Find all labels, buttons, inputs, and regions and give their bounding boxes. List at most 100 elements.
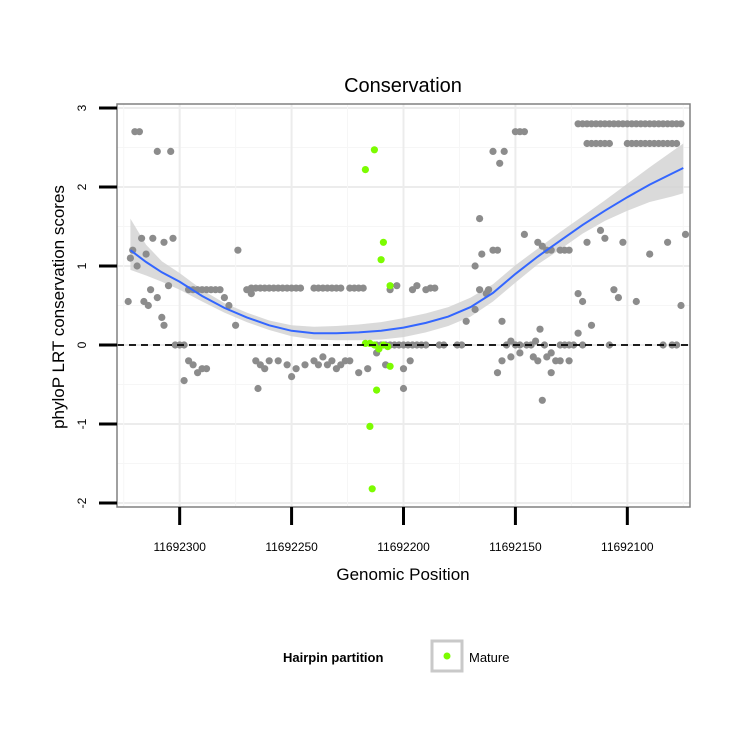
other-point: [359, 284, 367, 292]
x-tick-label: 11692200: [377, 540, 430, 554]
mature-point: [377, 256, 385, 264]
other-point: [189, 361, 197, 369]
y-tick-label: -1: [75, 418, 89, 429]
other-point: [164, 282, 173, 290]
other-point: [126, 254, 134, 262]
other-point: [498, 317, 506, 325]
other-point: [677, 120, 685, 128]
chart-title: Conservation: [344, 75, 462, 97]
confidence-band: [130, 143, 684, 341]
other-point: [547, 349, 555, 357]
other-point: [677, 301, 685, 310]
x-tick-label: 11692250: [265, 540, 318, 554]
other-point: [422, 341, 430, 349]
mature-point: [366, 422, 374, 430]
other-point: [140, 297, 148, 306]
points-layer: [124, 120, 690, 493]
other-point: [605, 139, 614, 148]
other-point: [399, 365, 408, 373]
other-point: [265, 357, 273, 365]
mature-point: [386, 362, 394, 370]
y-tick-label: 1: [75, 262, 89, 269]
other-point: [274, 357, 282, 365]
other-point: [160, 238, 168, 246]
grid: [117, 104, 690, 507]
other-point: [149, 234, 157, 242]
mature-point: [386, 282, 394, 290]
smooth-line-layer: [129, 167, 684, 335]
other-point: [673, 341, 681, 349]
x-tick-label: 11692100: [601, 540, 654, 554]
other-point: [489, 147, 497, 155]
axes-layer: -2 -1 0 1 2 3 11692300 11692250 11692200 11692150…: [75, 104, 654, 554]
other-point: [138, 234, 146, 242]
other-point: [532, 337, 540, 345]
y-tick-label: -2: [75, 497, 89, 508]
other-point: [574, 290, 582, 298]
other-point: [536, 325, 544, 333]
other-point: [364, 365, 372, 373]
other-point: [632, 297, 640, 306]
mature-point: [379, 238, 387, 246]
other-point: [288, 373, 296, 381]
confidence-band-layer: [130, 143, 684, 341]
other-point: [610, 286, 618, 294]
mature-point: [361, 166, 369, 174]
other-point: [540, 341, 549, 349]
other-point: [476, 215, 484, 223]
other-point: [579, 341, 587, 349]
other-point: [431, 284, 439, 292]
other-point: [301, 361, 309, 369]
other-point: [296, 284, 305, 292]
other-point: [565, 357, 573, 365]
legend-key-mature-point: [443, 652, 451, 660]
other-point: [471, 262, 479, 270]
other-point: [493, 246, 502, 254]
other-point: [413, 282, 421, 290]
other-point: [596, 226, 605, 234]
other-point: [142, 250, 150, 258]
other-point: [153, 294, 161, 302]
other-point: [493, 369, 502, 377]
other-point: [129, 246, 137, 254]
other-point: [292, 365, 300, 373]
other-point: [283, 361, 291, 369]
other-point: [261, 365, 269, 373]
other-point: [478, 250, 486, 258]
other-point: [337, 284, 345, 292]
other-point: [496, 159, 504, 167]
legend-title: Hairpin partition: [283, 650, 383, 665]
other-point: [225, 301, 233, 310]
other-point: [232, 321, 240, 329]
other-point: [579, 297, 587, 306]
other-point: [247, 290, 255, 298]
other-point: [355, 369, 363, 377]
other-point: [601, 234, 609, 242]
other-point: [160, 321, 168, 329]
other-point: [169, 234, 177, 242]
other-point: [220, 294, 228, 302]
other-point: [399, 384, 408, 393]
other-point: [587, 321, 596, 329]
other-point: [646, 250, 654, 258]
other-point: [681, 230, 690, 238]
other-point: [319, 353, 327, 361]
other-point: [234, 246, 242, 254]
other-point: [202, 365, 211, 373]
other-point: [147, 286, 155, 294]
other-point: [534, 357, 542, 365]
y-tick-label: 2: [75, 183, 89, 190]
other-point: [180, 341, 188, 349]
other-point: [462, 317, 470, 325]
other-point: [520, 230, 529, 238]
other-point: [498, 357, 506, 365]
other-point: [476, 286, 484, 294]
other-point: [565, 246, 573, 254]
legend-label-mature: Mature: [469, 650, 509, 665]
x-tick-label: 11692300: [153, 540, 206, 554]
y-tick-label: 3: [75, 104, 89, 111]
y-tick-label: 0: [75, 341, 89, 348]
x-tick-label: 11692150: [489, 540, 542, 554]
y-axis-title: phyloP LRT conservation scores: [49, 185, 68, 429]
